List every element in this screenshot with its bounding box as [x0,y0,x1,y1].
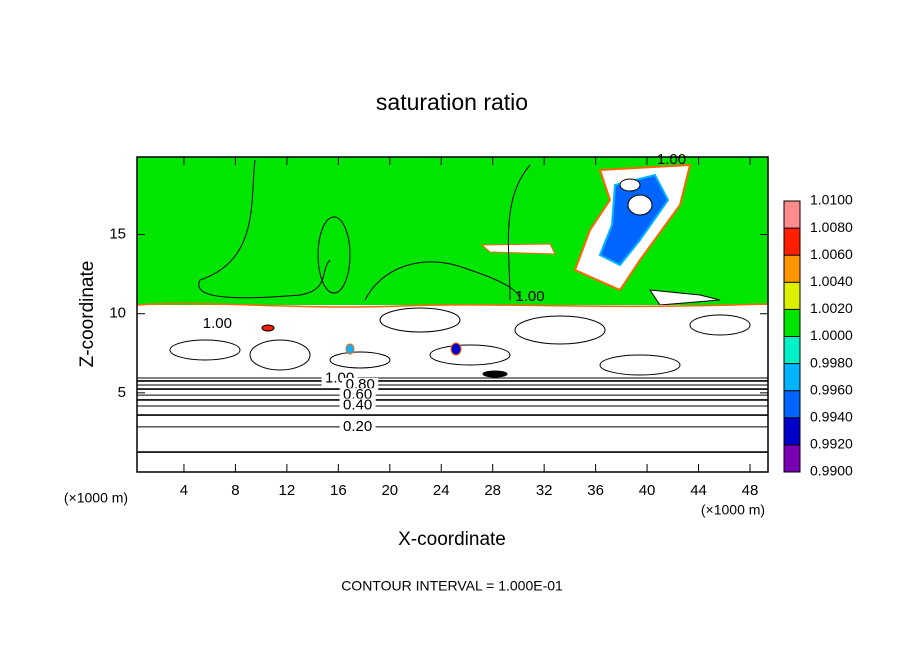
colorbar-swatch [784,228,800,256]
chart-title: saturation ratio [376,89,528,115]
colorbar-tick-label: 1.0000 [810,327,853,343]
contour-label: 1.00 [203,315,232,332]
colorbar-swatch [784,336,800,364]
x-tick-label: 20 [381,482,398,499]
colorbar-swatch [784,444,800,472]
contour-label: 0.40 [343,396,372,413]
y-axis-label: Z-coordinate [77,261,98,368]
x-axis-label: X-coordinate [398,529,506,550]
x-tick-label: 36 [587,482,604,499]
colorbar-swatch [784,363,800,391]
colorbar-swatch [784,417,800,445]
colorbar-tick-label: 0.9960 [810,381,853,397]
x-tick-label: 40 [639,482,656,499]
x-tick-label: 24 [433,482,450,499]
colorbar-tick-label: 0.9920 [810,436,853,452]
colorbar-tick-label: 1.0080 [810,219,853,235]
colorbar-swatch [784,309,800,337]
x-tick-label: 8 [231,482,239,499]
x-tick-label: 32 [536,482,553,499]
x-tick-label: 44 [690,482,707,499]
colorbar-swatch [784,390,800,418]
x-tick-label: 48 [742,482,759,499]
x-tick-label: 12 [279,482,296,499]
colorbar-tick-label: 0.9980 [810,354,853,370]
colorbar-tick-label: 0.9900 [810,463,853,479]
contour-label: 1.00 [515,288,544,305]
y-tick-label: 10 [109,305,126,322]
colorbar-tick-label: 0.9940 [810,409,853,425]
plot-frame [136,156,769,473]
annotation: CONTOUR INTERVAL = 1.000E-01 [341,578,563,594]
contour-label: 1.00 [657,151,686,168]
colorbar-tick-label: 1.0100 [810,192,853,208]
colorbar-swatch [784,255,800,283]
x-axis-unit: (×1000 m) [701,502,765,518]
y-axis-unit: (×1000 m) [64,490,128,506]
colorbar-swatch [784,282,800,310]
colorbar-tick-label: 1.0040 [810,273,853,289]
contour-label-bg [339,398,376,413]
y-tick-label: 5 [118,384,126,401]
colorbar-tick-label: 1.0060 [810,246,853,262]
x-tick-label: 4 [180,482,188,499]
x-tick-label: 28 [484,482,501,499]
colorbar-tick-label: 1.0020 [810,300,853,316]
x-tick-label: 16 [330,482,347,499]
contour-label-bg [339,419,376,434]
contour-label: 0.20 [343,418,372,435]
y-tick-label: 15 [109,226,126,243]
colorbar-swatch [784,201,800,229]
